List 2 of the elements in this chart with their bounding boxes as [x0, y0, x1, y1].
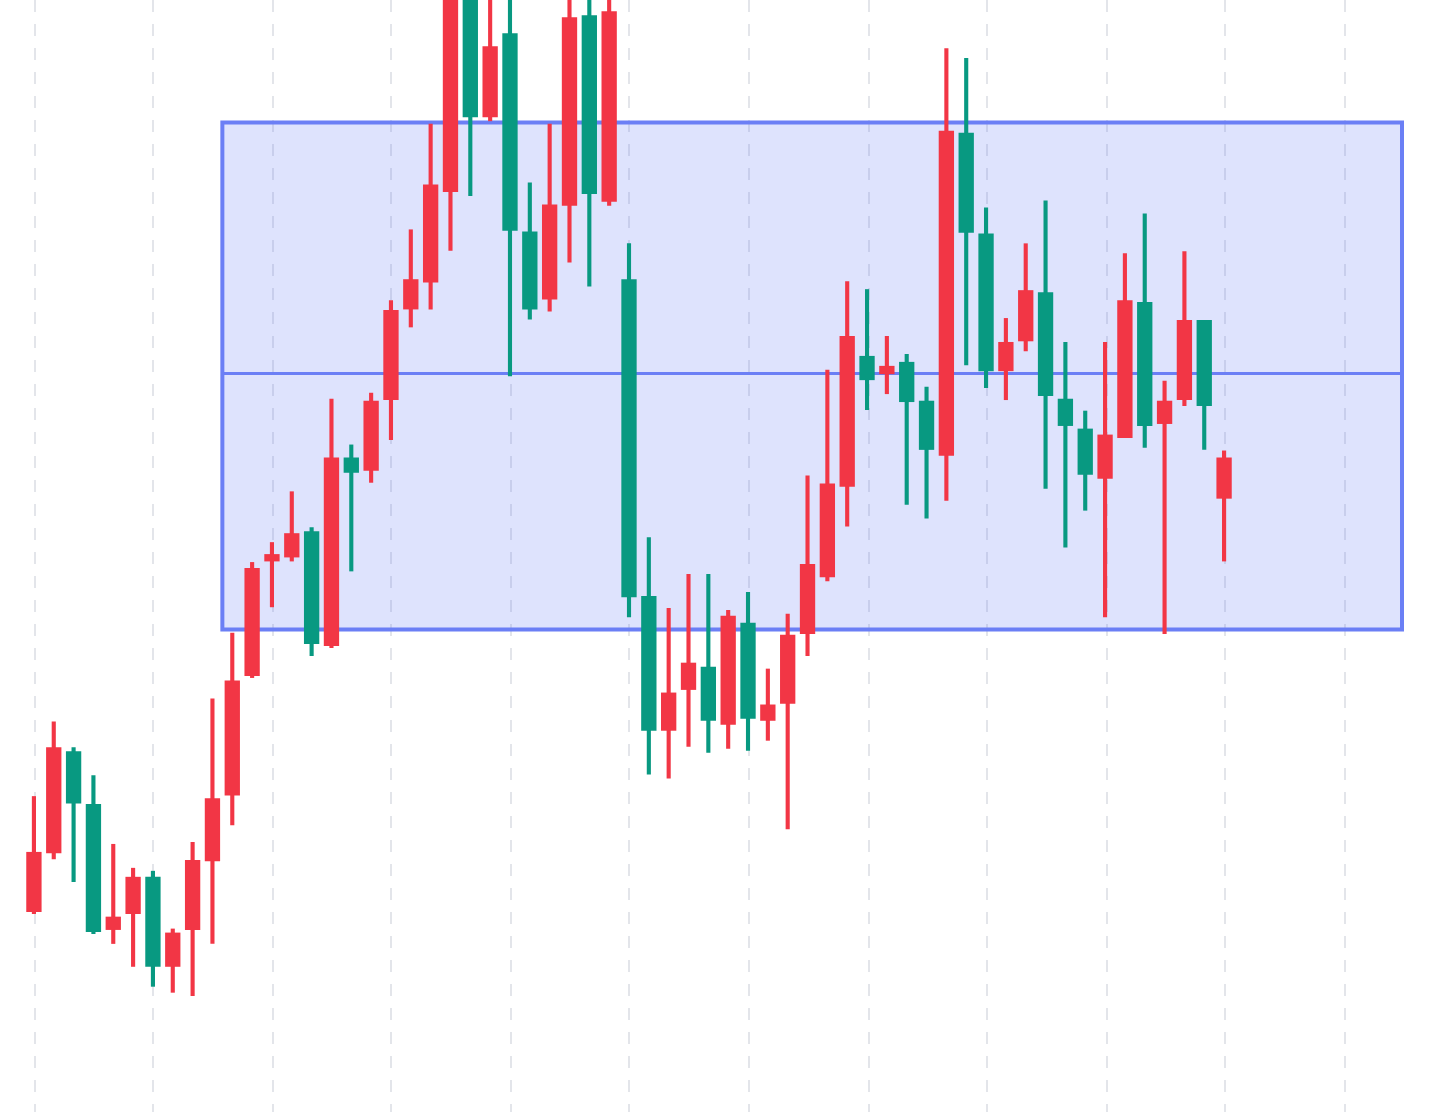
- candlestick: [680, 574, 697, 747]
- candlestick: [204, 698, 221, 944]
